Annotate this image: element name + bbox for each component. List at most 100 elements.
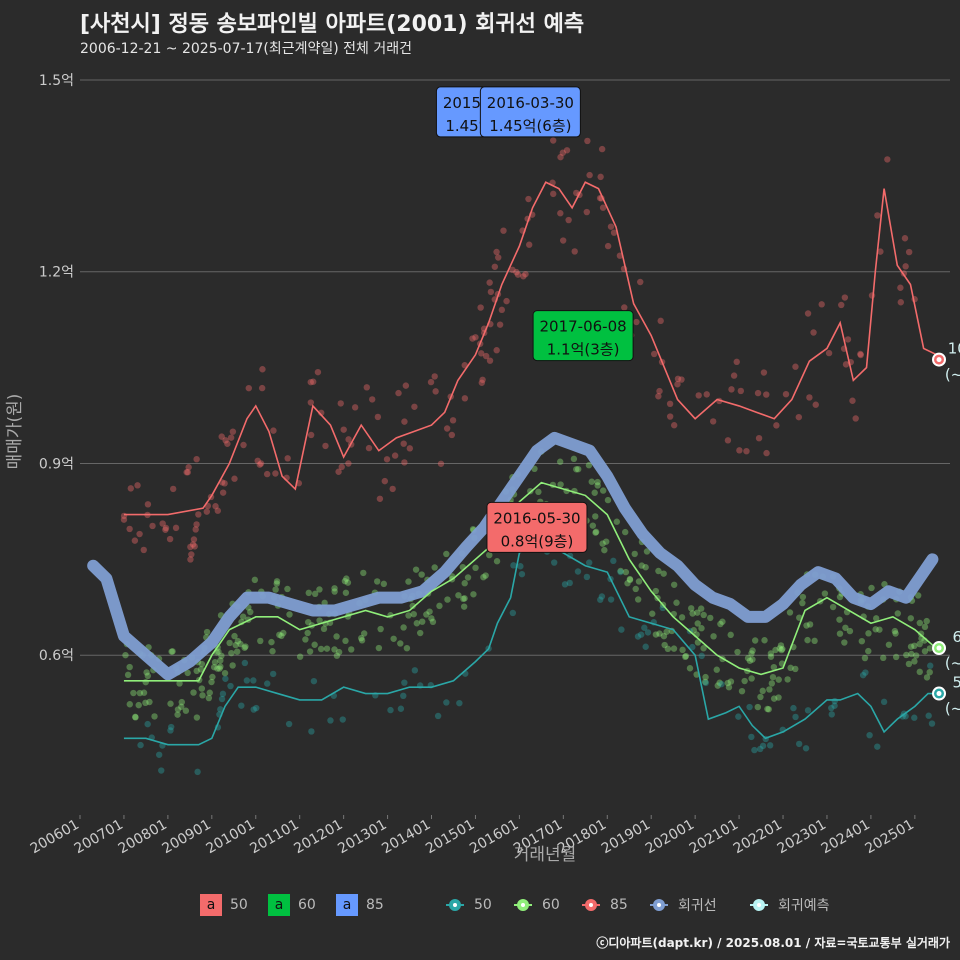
transaction-point-85 bbox=[322, 442, 329, 450]
transaction-point-85 bbox=[818, 301, 825, 308]
annotation-callout: 2017-06-08 1.1억(3층) bbox=[532, 310, 634, 362]
transaction-point-60 bbox=[136, 689, 144, 697]
transaction-point-85 bbox=[159, 520, 166, 527]
transaction-point-60 bbox=[626, 576, 634, 584]
transaction-point-60 bbox=[214, 665, 221, 672]
transaction-point-85 bbox=[563, 147, 571, 154]
transaction-point-60 bbox=[142, 678, 149, 686]
transaction-point-60 bbox=[480, 573, 487, 581]
transaction-point-60 bbox=[686, 665, 694, 672]
transaction-point-85 bbox=[599, 204, 607, 211]
transaction-point-60 bbox=[702, 673, 709, 681]
end-point-core bbox=[936, 691, 942, 697]
transaction-point-50 bbox=[804, 707, 812, 714]
transaction-point-85 bbox=[763, 391, 770, 398]
transaction-point-85 bbox=[849, 397, 856, 404]
transaction-point-60 bbox=[272, 586, 279, 593]
legend-item-60: a 60 bbox=[268, 894, 316, 916]
transaction-point-60 bbox=[316, 617, 323, 624]
transaction-point-60 bbox=[146, 698, 153, 706]
transaction-point-60 bbox=[594, 478, 601, 486]
transaction-point-60 bbox=[316, 586, 323, 593]
transaction-point-60 bbox=[673, 599, 680, 606]
credit-text: ⓒ디아파트(dapt.kr) / 2025.08.01 / 자료=국토교통부 실… bbox=[596, 936, 950, 950]
transaction-point-60 bbox=[784, 676, 791, 683]
transaction-point-85 bbox=[126, 525, 133, 533]
transaction-point-85 bbox=[400, 440, 407, 447]
transaction-point-60 bbox=[423, 611, 430, 618]
transaction-point-60 bbox=[694, 620, 701, 627]
transaction-point-60 bbox=[749, 647, 756, 654]
transaction-point-85 bbox=[709, 418, 717, 425]
transaction-point-50 bbox=[735, 713, 742, 720]
transaction-point-60 bbox=[842, 624, 849, 631]
transaction-point-60 bbox=[775, 694, 782, 701]
transaction-point-50 bbox=[828, 704, 835, 712]
annotation-date: 2017-06-08 bbox=[540, 318, 627, 336]
transaction-point-85 bbox=[431, 373, 438, 380]
legend-item-85: a 85 bbox=[336, 894, 384, 916]
transaction-point-85 bbox=[486, 357, 494, 364]
transaction-point-60 bbox=[174, 711, 181, 718]
transaction-point-85 bbox=[902, 263, 909, 270]
transaction-point-50 bbox=[217, 706, 224, 713]
transaction-point-50 bbox=[566, 579, 573, 587]
transaction-point-85 bbox=[227, 434, 235, 441]
transaction-point-50 bbox=[618, 626, 625, 633]
transaction-point-60 bbox=[592, 529, 599, 536]
transaction-point-50 bbox=[155, 751, 163, 758]
transaction-point-50 bbox=[831, 702, 838, 709]
transaction-point-60 bbox=[700, 611, 707, 619]
transaction-point-60 bbox=[775, 676, 782, 683]
transaction-point-50 bbox=[401, 679, 408, 686]
transaction-point-50 bbox=[644, 629, 652, 636]
transaction-point-60 bbox=[799, 599, 806, 607]
transaction-point-85 bbox=[670, 422, 678, 429]
legend-item-50: 50 bbox=[444, 894, 492, 916]
transaction-point-85 bbox=[149, 522, 156, 530]
transaction-point-60 bbox=[217, 663, 224, 670]
transaction-point-85 bbox=[571, 248, 578, 255]
transaction-point-60 bbox=[660, 570, 667, 577]
transaction-point-85 bbox=[901, 235, 909, 242]
transaction-point-85 bbox=[550, 190, 557, 198]
transaction-point-60 bbox=[916, 619, 924, 627]
transaction-point-85 bbox=[162, 524, 170, 532]
transaction-point-85 bbox=[557, 153, 564, 161]
transaction-point-60 bbox=[305, 589, 312, 597]
transaction-point-85 bbox=[383, 456, 391, 463]
transaction-point-50 bbox=[718, 680, 725, 688]
transaction-point-60 bbox=[412, 566, 420, 573]
transaction-point-60 bbox=[417, 629, 424, 637]
transaction-point-60 bbox=[305, 618, 312, 626]
transaction-point-85 bbox=[637, 278, 644, 286]
transaction-point-85 bbox=[514, 271, 522, 278]
transaction-point-85 bbox=[621, 304, 628, 311]
transaction-point-85 bbox=[221, 480, 228, 487]
transaction-point-85 bbox=[449, 417, 457, 424]
x-tick-label: 202501 bbox=[863, 817, 917, 858]
transaction-point-85 bbox=[432, 388, 439, 395]
transaction-point-50 bbox=[144, 720, 151, 728]
transaction-point-60 bbox=[917, 630, 925, 637]
transaction-point-60 bbox=[130, 689, 137, 697]
x-tick-label: 200801 bbox=[116, 817, 170, 858]
transaction-point-50 bbox=[517, 563, 524, 570]
transaction-point-50 bbox=[607, 596, 615, 603]
transaction-point-85 bbox=[120, 516, 128, 523]
transaction-point-60 bbox=[373, 578, 381, 585]
transaction-point-85 bbox=[461, 395, 469, 402]
transaction-point-85 bbox=[307, 431, 315, 439]
transaction-point-60 bbox=[689, 610, 696, 617]
transaction-point-60 bbox=[643, 548, 651, 555]
transaction-point-60 bbox=[443, 550, 450, 558]
transaction-point-60 bbox=[649, 610, 656, 617]
transaction-point-60 bbox=[803, 622, 810, 629]
transaction-point-85 bbox=[695, 392, 702, 399]
transaction-point-85 bbox=[240, 441, 247, 449]
x-tick-label: 201901 bbox=[599, 817, 653, 858]
transaction-point-60 bbox=[710, 633, 717, 640]
transaction-point-60 bbox=[570, 455, 578, 463]
transaction-point-85 bbox=[307, 399, 315, 406]
x-tick-label: 202101 bbox=[687, 817, 741, 858]
